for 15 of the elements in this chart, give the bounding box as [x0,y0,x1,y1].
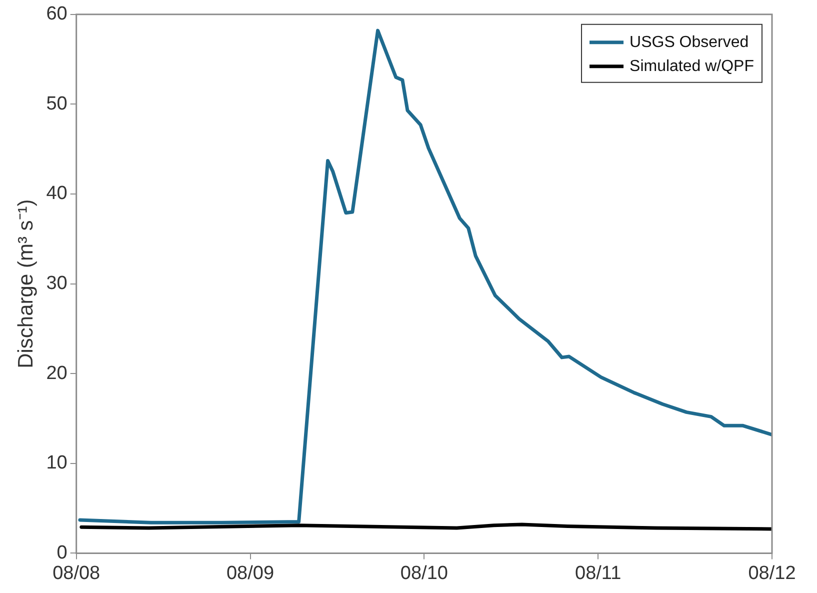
y-tick-label: 30 [46,273,68,294]
legend-label: Simulated w/QPF [630,58,754,75]
y-axis-title: Discharge (m³ s⁻¹) [14,199,38,368]
y-tick-label: 0 [56,542,68,564]
legend-label: USGS Observed [630,34,749,51]
y-tick-label: 60 [46,4,68,25]
x-tick-label: 08/11 [575,562,622,584]
y-tick-label: 20 [46,362,68,384]
y-tick-label: 50 [46,93,68,114]
x-tick-label: 08/09 [226,562,274,584]
x-tick-label: 08/10 [400,562,448,584]
y-tick-label: 10 [46,452,68,474]
x-tick-label: 08/08 [52,562,100,584]
x-tick-label: 08/12 [748,562,796,584]
y-tick-label: 40 [46,183,68,204]
